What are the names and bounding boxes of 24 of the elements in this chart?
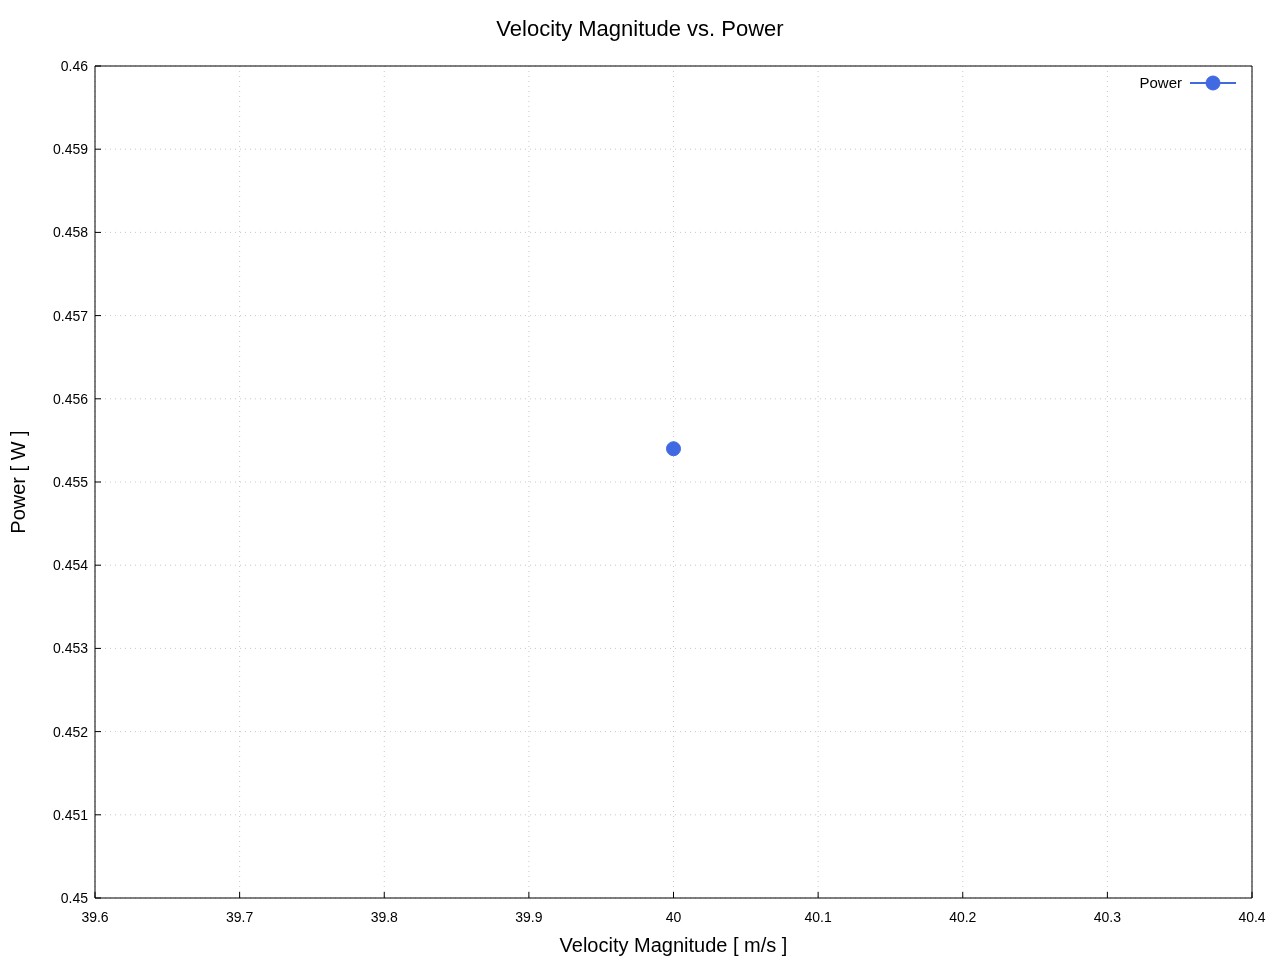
y-tick-label: 0.452 [52,723,89,740]
chart-title: Velocity Magnitude vs. Power [495,16,785,42]
x-tick-label: 40.4 [1238,908,1266,925]
y-tick-label: 0.454 [52,557,89,574]
y-tick-label: 0.45 [60,889,89,906]
x-axis-title: Velocity Magnitude [ m/s ] [558,934,789,957]
x-tick-label: 40.2 [949,908,977,925]
x-tick-label: 40.3 [1093,908,1122,925]
y-tick-label: 0.458 [52,224,89,241]
x-tick-label: 39.9 [515,908,543,925]
x-tick-label: 40.1 [804,908,832,925]
y-tick-label: 0.455 [52,473,89,490]
y-tick-label: 0.459 [52,141,89,158]
y-tick-label: 0.46 [60,57,89,74]
y-tick-label: 0.453 [52,640,89,657]
y-tick-label: 0.456 [52,390,89,407]
x-tick-label: 40 [665,908,682,925]
x-tick-label: 39.6 [81,908,109,925]
y-tick-label: 0.451 [52,806,89,823]
x-tick-label: 39.7 [226,908,254,925]
y-tick-label: 0.457 [52,307,89,324]
y-axis-title: Power [ W ] [6,430,30,534]
x-tick-label: 39.8 [370,908,399,925]
legend-label: Power [1139,74,1182,91]
